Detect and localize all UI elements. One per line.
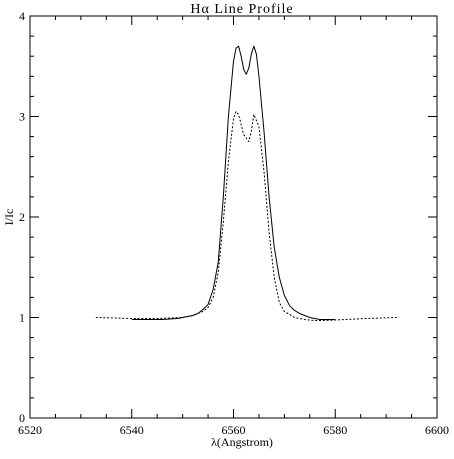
axis-ticks: 6520 6540 6560 6580 6600 0 1 2 3 4 [18,9,449,437]
chart-title: Hα Line Profile [190,2,293,17]
x-tick-label: 6540 [120,423,144,437]
x-tick-label: 6560 [222,423,246,437]
x-axis-label: λ(Angstrom) [211,435,273,449]
y-tick-label: 2 [19,210,25,224]
y-tick-label: 4 [19,9,25,23]
series-line-dotted [95,110,397,322]
y-axis-label: I/Ic [2,209,16,226]
y-tick-label: 0 [19,411,25,425]
x-tick-label: 6600 [425,423,449,437]
x-tick-label: 6520 [18,423,42,437]
y-tick-label: 1 [19,311,25,325]
series-layer [95,45,397,322]
y-tick-label: 3 [19,110,25,124]
x-tick-label: 6580 [323,423,347,437]
